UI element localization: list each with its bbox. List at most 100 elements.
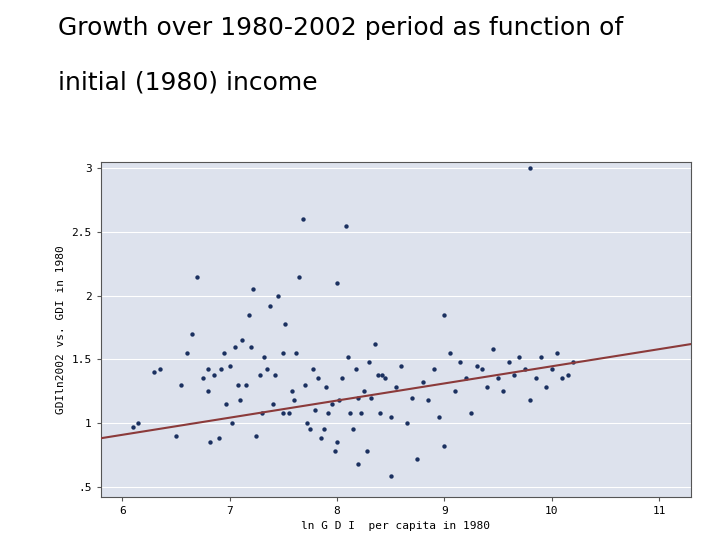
- Point: [340, 221, 351, 230]
- Point: [372, 370, 384, 379]
- Point: [524, 164, 536, 173]
- Point: [326, 400, 338, 408]
- Point: [385, 412, 397, 421]
- Point: [286, 387, 297, 395]
- Point: [471, 361, 482, 370]
- Point: [294, 272, 305, 281]
- Point: [541, 383, 552, 391]
- Point: [369, 340, 380, 348]
- Point: [465, 408, 477, 417]
- Point: [449, 387, 461, 395]
- Point: [353, 460, 364, 468]
- Point: [567, 357, 579, 366]
- Point: [288, 396, 300, 404]
- Point: [374, 408, 386, 417]
- Point: [361, 447, 373, 455]
- Point: [519, 365, 531, 374]
- Point: [351, 365, 362, 374]
- Point: [482, 383, 493, 391]
- Text: Growth over 1980-2002 period as function of: Growth over 1980-2002 period as function…: [58, 16, 623, 40]
- Point: [265, 301, 276, 310]
- Point: [283, 408, 294, 417]
- Point: [269, 370, 281, 379]
- Point: [433, 412, 445, 421]
- Point: [229, 342, 240, 351]
- Point: [358, 387, 369, 395]
- Point: [301, 418, 312, 427]
- Point: [347, 425, 359, 434]
- Point: [272, 292, 284, 300]
- Point: [336, 374, 348, 383]
- Point: [254, 370, 266, 379]
- Point: [256, 408, 268, 417]
- Point: [127, 422, 139, 431]
- Point: [213, 434, 225, 443]
- Point: [299, 381, 310, 389]
- Point: [277, 349, 289, 357]
- Point: [331, 438, 343, 447]
- Point: [562, 370, 574, 379]
- Point: [192, 272, 203, 281]
- Point: [132, 418, 144, 427]
- Point: [377, 370, 388, 379]
- Point: [438, 442, 450, 450]
- Point: [243, 310, 255, 319]
- Point: [401, 418, 413, 427]
- Point: [530, 374, 541, 383]
- Point: [310, 406, 321, 415]
- Point: [412, 454, 423, 463]
- Point: [552, 349, 563, 357]
- Point: [498, 387, 509, 395]
- Point: [235, 396, 246, 404]
- Point: [315, 434, 327, 443]
- Point: [220, 400, 232, 408]
- Point: [385, 472, 397, 481]
- Point: [476, 365, 487, 374]
- Point: [438, 310, 450, 319]
- Point: [454, 357, 466, 366]
- Point: [331, 279, 343, 287]
- Point: [149, 368, 161, 376]
- Point: [428, 365, 439, 374]
- Point: [258, 353, 270, 361]
- Point: [240, 381, 251, 389]
- Point: [251, 431, 262, 440]
- Point: [323, 408, 334, 417]
- Point: [344, 408, 356, 417]
- Point: [208, 370, 220, 379]
- Point: [170, 431, 181, 440]
- Point: [329, 447, 341, 455]
- Point: [267, 400, 279, 408]
- Point: [297, 215, 308, 224]
- Point: [320, 383, 332, 391]
- Point: [546, 365, 557, 374]
- Point: [333, 396, 345, 404]
- Point: [355, 408, 366, 417]
- Point: [224, 361, 235, 370]
- Y-axis label: GDIln2002 vs. GDI in 1980: GDIln2002 vs. GDI in 1980: [56, 245, 66, 414]
- Point: [218, 349, 230, 357]
- Point: [277, 408, 289, 417]
- Point: [305, 425, 316, 434]
- Point: [154, 365, 166, 374]
- Point: [395, 361, 407, 370]
- Point: [460, 374, 472, 383]
- Point: [513, 353, 525, 361]
- Point: [557, 374, 568, 383]
- Point: [176, 381, 187, 389]
- Point: [487, 345, 498, 354]
- Point: [406, 393, 418, 402]
- Point: [366, 393, 377, 402]
- Point: [237, 336, 248, 345]
- Point: [390, 383, 402, 391]
- Point: [226, 418, 238, 427]
- Point: [307, 365, 319, 374]
- Point: [444, 349, 456, 357]
- X-axis label: ln G D I  per capita in 1980: ln G D I per capita in 1980: [302, 522, 490, 531]
- Point: [204, 438, 216, 447]
- Point: [524, 396, 536, 404]
- Point: [364, 357, 375, 366]
- Point: [423, 396, 434, 404]
- Point: [197, 374, 209, 383]
- Point: [233, 381, 244, 389]
